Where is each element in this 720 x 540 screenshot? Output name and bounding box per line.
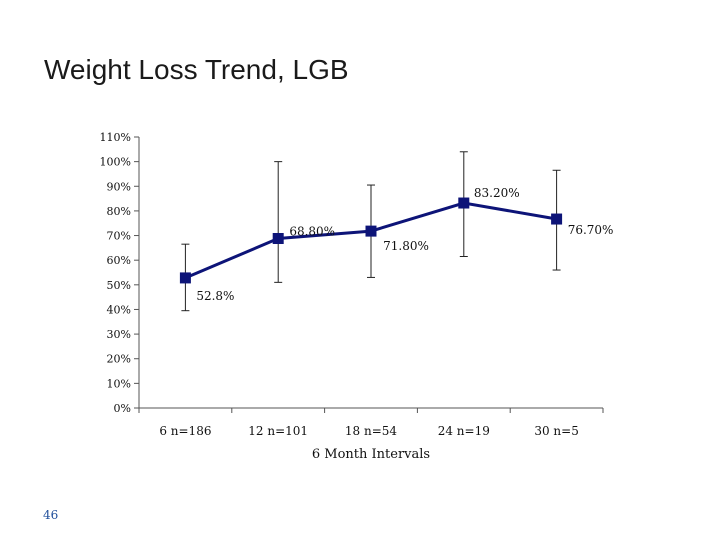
- data-point-marker: [365, 225, 377, 237]
- series-line: [179, 197, 563, 284]
- slide-title: Weight Loss Trend, LGB: [44, 54, 349, 85]
- y-tick-label: 70%: [107, 230, 131, 243]
- y-tick-label: 80%: [107, 205, 131, 218]
- x-category-label: 18 n=54: [345, 424, 398, 438]
- y-tick-label: 40%: [107, 303, 131, 316]
- page-number: 46: [43, 508, 59, 522]
- y-tick-label: 100%: [100, 156, 131, 169]
- x-category-label: 30 n=5: [534, 424, 579, 438]
- y-tick-label: 50%: [107, 279, 131, 292]
- data-label: 52.8%: [196, 289, 234, 303]
- x-category-label: 12 n=101: [248, 424, 308, 438]
- data-point-marker: [551, 213, 563, 225]
- data-labels: 52.8% 68.80% 71.80% 83.20% 76.70%: [196, 186, 613, 303]
- data-label: 76.70%: [568, 223, 614, 237]
- y-tick-label: 10%: [107, 377, 131, 390]
- data-point-marker: [179, 272, 191, 284]
- x-axis: 6 n=186 12 n=101 18 n=54 24 n=19 30 n=5: [138, 407, 604, 438]
- data-label: 68.80%: [289, 225, 335, 239]
- data-point-marker: [272, 233, 284, 245]
- x-axis-title: 6 Month Intervals: [312, 447, 430, 462]
- data-label: 83.20%: [474, 186, 520, 200]
- y-tick-label: 30%: [107, 328, 131, 341]
- y-tick-label: 0%: [114, 402, 131, 415]
- y-axis: 0% 10% 20% 30% 40% 50% 60% 70% 80% 90% 100% 110%: [100, 131, 140, 415]
- data-label: 71.80%: [383, 239, 429, 253]
- y-tick-label: 90%: [107, 180, 131, 193]
- data-point-marker: [458, 197, 470, 209]
- y-tick-label: 20%: [107, 353, 131, 366]
- y-tick-label: 110%: [100, 131, 131, 144]
- y-tick-label: 60%: [107, 254, 131, 267]
- x-category-label: 24 n=19: [438, 424, 490, 438]
- x-category-label: 6 n=186: [159, 424, 211, 438]
